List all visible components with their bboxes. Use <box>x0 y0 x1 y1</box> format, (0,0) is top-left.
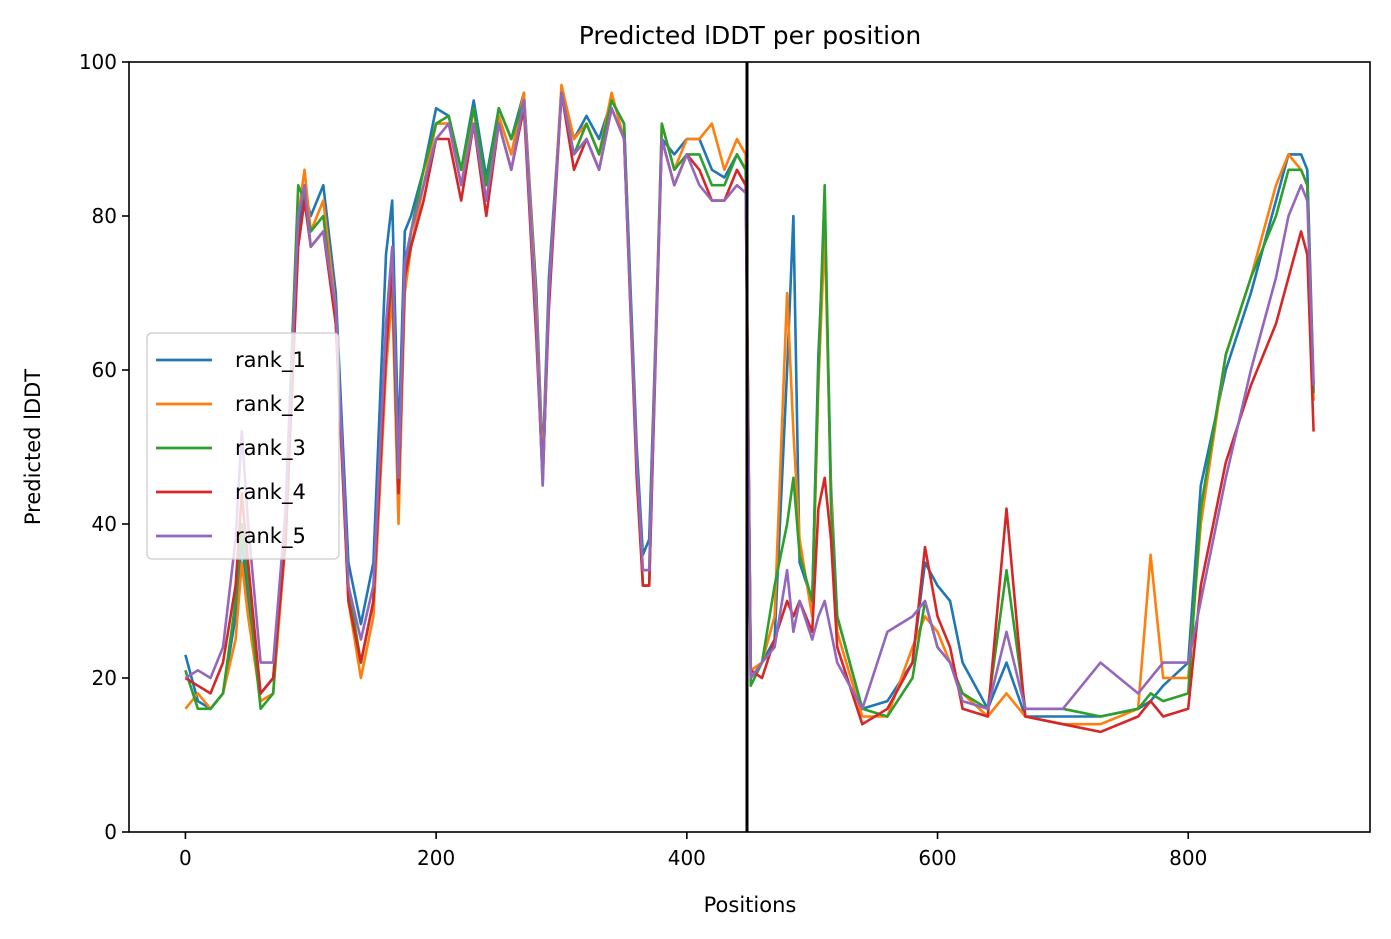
y-axis: 0 20 40 60 80 100 <box>79 50 129 844</box>
y-axis-label: Predicted lDDT <box>21 369 45 525</box>
x-axis-label: Positions <box>704 893 797 917</box>
x-tick-label: 800 <box>1169 846 1207 870</box>
y-tick-label: 0 <box>104 820 117 844</box>
legend-label-rank_4: rank_4 <box>235 480 306 505</box>
y-tick-label: 80 <box>92 204 117 228</box>
y-tick-label: 100 <box>79 50 117 74</box>
x-tick-label: 600 <box>918 846 956 870</box>
x-axis: 0 200 400 600 800 <box>179 832 1207 870</box>
y-tick-label: 20 <box>92 666 117 690</box>
legend-label-rank_2: rank_2 <box>235 392 306 417</box>
y-tick-label: 60 <box>92 358 117 382</box>
plot-area <box>128 61 1371 833</box>
x-tick-label: 400 <box>668 846 706 870</box>
plot-frame <box>128 61 1371 833</box>
legend-label-rank_1: rank_1 <box>235 348 306 373</box>
x-tick-label: 200 <box>417 846 455 870</box>
x-tick-label: 0 <box>179 846 192 870</box>
series-lines <box>184 83 1315 734</box>
y-tick-label: 40 <box>92 512 117 536</box>
chart-title: Predicted lDDT per position <box>579 21 921 50</box>
legend-label-rank_3: rank_3 <box>235 436 306 461</box>
legend-label-rank_5: rank_5 <box>235 524 306 549</box>
series-line-rank_5 <box>184 91 1315 711</box>
legend-box <box>146 332 340 560</box>
legend: rank_1 rank_2 rank_3 rank_4 rank_5 <box>146 332 340 560</box>
